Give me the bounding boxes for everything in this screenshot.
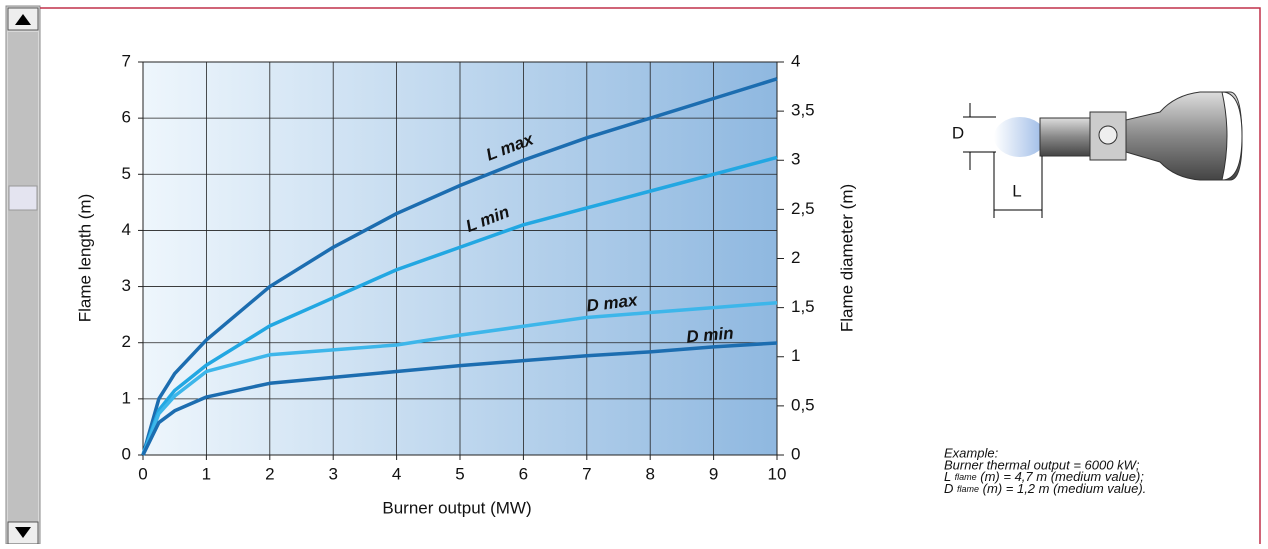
y-tick-label: 1 <box>122 388 131 407</box>
x-tick-label: 0 <box>138 464 147 483</box>
example-line: Burner thermal output = 6000 kW; <box>944 457 1140 472</box>
x-tick-label: 1 <box>202 464 211 483</box>
x-tick-label: 4 <box>392 464 401 483</box>
scrollbar <box>5 5 41 545</box>
subscript: flame <box>955 472 977 482</box>
scroll-thumb[interactable] <box>8 185 38 211</box>
text: (m) = 1,2 m (medium value). <box>983 481 1147 496</box>
x-tick-label: 6 <box>519 464 528 483</box>
y2-tick-label: 2,5 <box>791 199 815 218</box>
example-line: L flame (m) = 4,7 m (medium value); <box>944 469 1144 484</box>
d-label: D <box>952 123 964 142</box>
x-tick-label: 2 <box>265 464 274 483</box>
y2-tick-label: 1 <box>791 346 800 365</box>
x-tick-label: 5 <box>455 464 464 483</box>
y2-tick-label: 2 <box>791 248 800 267</box>
x-tick-label: 3 <box>328 464 337 483</box>
series-label: D min <box>686 323 735 346</box>
y-tick-label: 3 <box>122 276 131 295</box>
y-tick-label: 2 <box>122 332 131 351</box>
burner-tube <box>1039 117 1091 157</box>
y2-tick-label: 3 <box>791 150 800 169</box>
x-tick-label: 7 <box>582 464 591 483</box>
example-note: Example: Burner thermal output = 6000 kW… <box>944 445 1146 496</box>
y2-tick-label: 1,5 <box>791 297 815 316</box>
x-tick-label: 10 <box>768 464 787 483</box>
y-axis-title: Flame length (m) <box>75 194 94 322</box>
y-tick-label: 5 <box>122 164 131 183</box>
y2-tick-label: 3,5 <box>791 101 815 120</box>
y2-tick-label: 0,5 <box>791 395 815 414</box>
flame <box>994 117 1046 157</box>
y-tick-label: 4 <box>122 220 131 239</box>
up-arrow <box>15 14 31 25</box>
y-tick-label: 6 <box>122 108 131 127</box>
port <box>1098 125 1118 145</box>
frame-border <box>40 7 1261 544</box>
x-tick-label: 8 <box>645 464 654 483</box>
series-line <box>141 341 778 456</box>
y2-tick-label: 4 <box>791 51 800 70</box>
burner-diagram: D L <box>952 91 1243 218</box>
subscript: flame <box>957 484 979 494</box>
text: (m) = 4,7 m (medium value); <box>980 469 1144 484</box>
symbol: D <box>944 481 953 496</box>
symbol: L <box>944 469 951 484</box>
scroll-body <box>8 32 38 522</box>
y-tick-label: 7 <box>122 51 131 70</box>
dimension-lines <box>963 103 1043 218</box>
series-line <box>141 300 778 456</box>
series-line <box>141 77 778 456</box>
x-tick-label: 9 <box>709 464 718 483</box>
plot-border <box>142 61 778 456</box>
example-line: D flame (m) = 1,2 m (medium value). <box>944 481 1146 496</box>
l-label: L <box>1012 181 1021 200</box>
burner-cap <box>1221 91 1243 181</box>
y-tick-label: 0 <box>122 444 131 463</box>
down-arrow <box>15 527 31 538</box>
y2-tick-label: 0 <box>791 444 800 463</box>
y2-axis-title: Flame diameter (m) <box>837 184 856 332</box>
series-line <box>141 155 778 456</box>
x-axis-title: Burner output (MW) <box>382 498 531 517</box>
example-heading: Example: <box>944 445 999 460</box>
